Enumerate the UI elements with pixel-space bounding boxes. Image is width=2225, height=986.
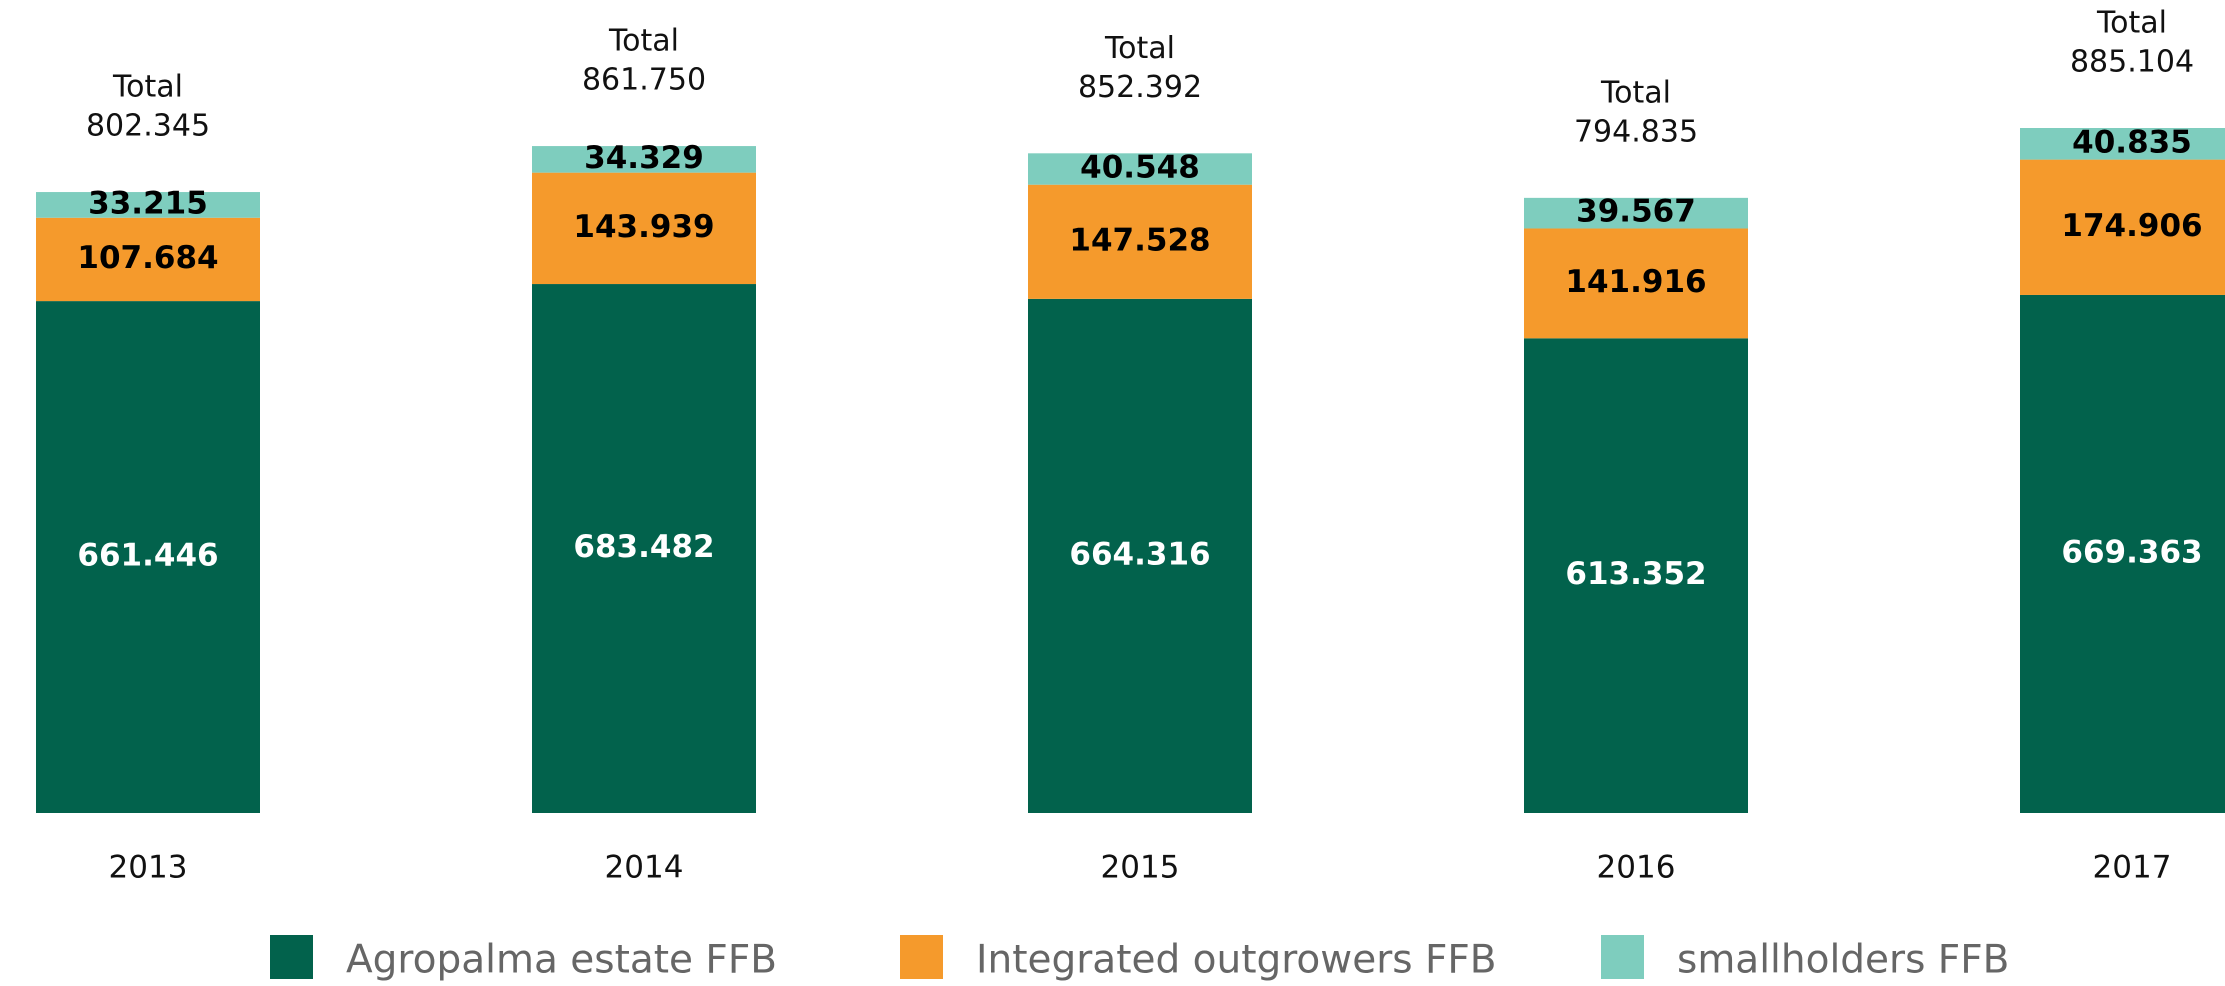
bar-segment [36, 217, 260, 302]
value-label: 613.352 [1565, 556, 1706, 592]
value-label: 664.316 [1069, 536, 1210, 572]
total-title: Total [2096, 6, 2167, 41]
legend-swatch [900, 935, 943, 979]
total-title: Total [112, 70, 183, 105]
total-label: 885.104 [2070, 45, 2194, 80]
bar-segment [1524, 197, 1748, 229]
value-label: 141.916 [1565, 264, 1706, 300]
total-label: 802.345 [86, 109, 210, 144]
bar-segment [1524, 228, 1748, 339]
x-tick-label: 2016 [1597, 850, 1676, 886]
x-tick-label: 2013 [109, 850, 188, 886]
x-tick-label: 2014 [605, 850, 684, 886]
value-label: 33.215 [88, 185, 208, 221]
value-label: 174.906 [2061, 208, 2202, 244]
value-label: 683.482 [573, 529, 714, 565]
value-label: 107.684 [77, 240, 218, 276]
bar-segment [1524, 338, 1748, 813]
total-title: Total [1600, 75, 1671, 110]
total-label: 861.750 [582, 63, 706, 98]
legend-label: smallholders FFB [1677, 938, 2009, 983]
value-label: 661.446 [77, 538, 218, 574]
bar-segment [36, 301, 260, 813]
legend-label: Agropalma estate FFB [346, 938, 777, 983]
x-tick-label: 2015 [1101, 850, 1180, 886]
legend-swatch [270, 935, 313, 979]
bar-segment [2020, 128, 2225, 160]
legend-label: Integrated outgrowers FFB [976, 938, 1497, 983]
x-tick-label: 2017 [2093, 850, 2172, 886]
total-title: Total [608, 24, 679, 59]
bar-segment [36, 192, 260, 218]
bar-segment [2020, 294, 2225, 814]
value-label: 669.363 [2061, 534, 2202, 570]
value-label: 40.835 [2072, 124, 2192, 160]
legend-swatch [1601, 935, 1644, 979]
bar-segment [1028, 153, 1252, 185]
bar-segment [1028, 298, 1252, 813]
bar-segment [532, 146, 756, 173]
total-title: Total [1104, 31, 1175, 66]
value-label: 143.939 [573, 209, 714, 245]
value-label: 39.567 [1576, 194, 1696, 230]
value-label: 34.329 [584, 140, 704, 176]
total-label: 794.835 [1574, 114, 1698, 149]
total-label: 852.392 [1078, 70, 1202, 105]
value-label: 40.548 [1080, 150, 1200, 186]
bar-segment [532, 172, 756, 285]
value-label: 147.528 [1069, 222, 1210, 258]
bar-segment [1028, 184, 1252, 299]
bar-segment [2020, 159, 2225, 295]
bar-segment [532, 284, 756, 813]
